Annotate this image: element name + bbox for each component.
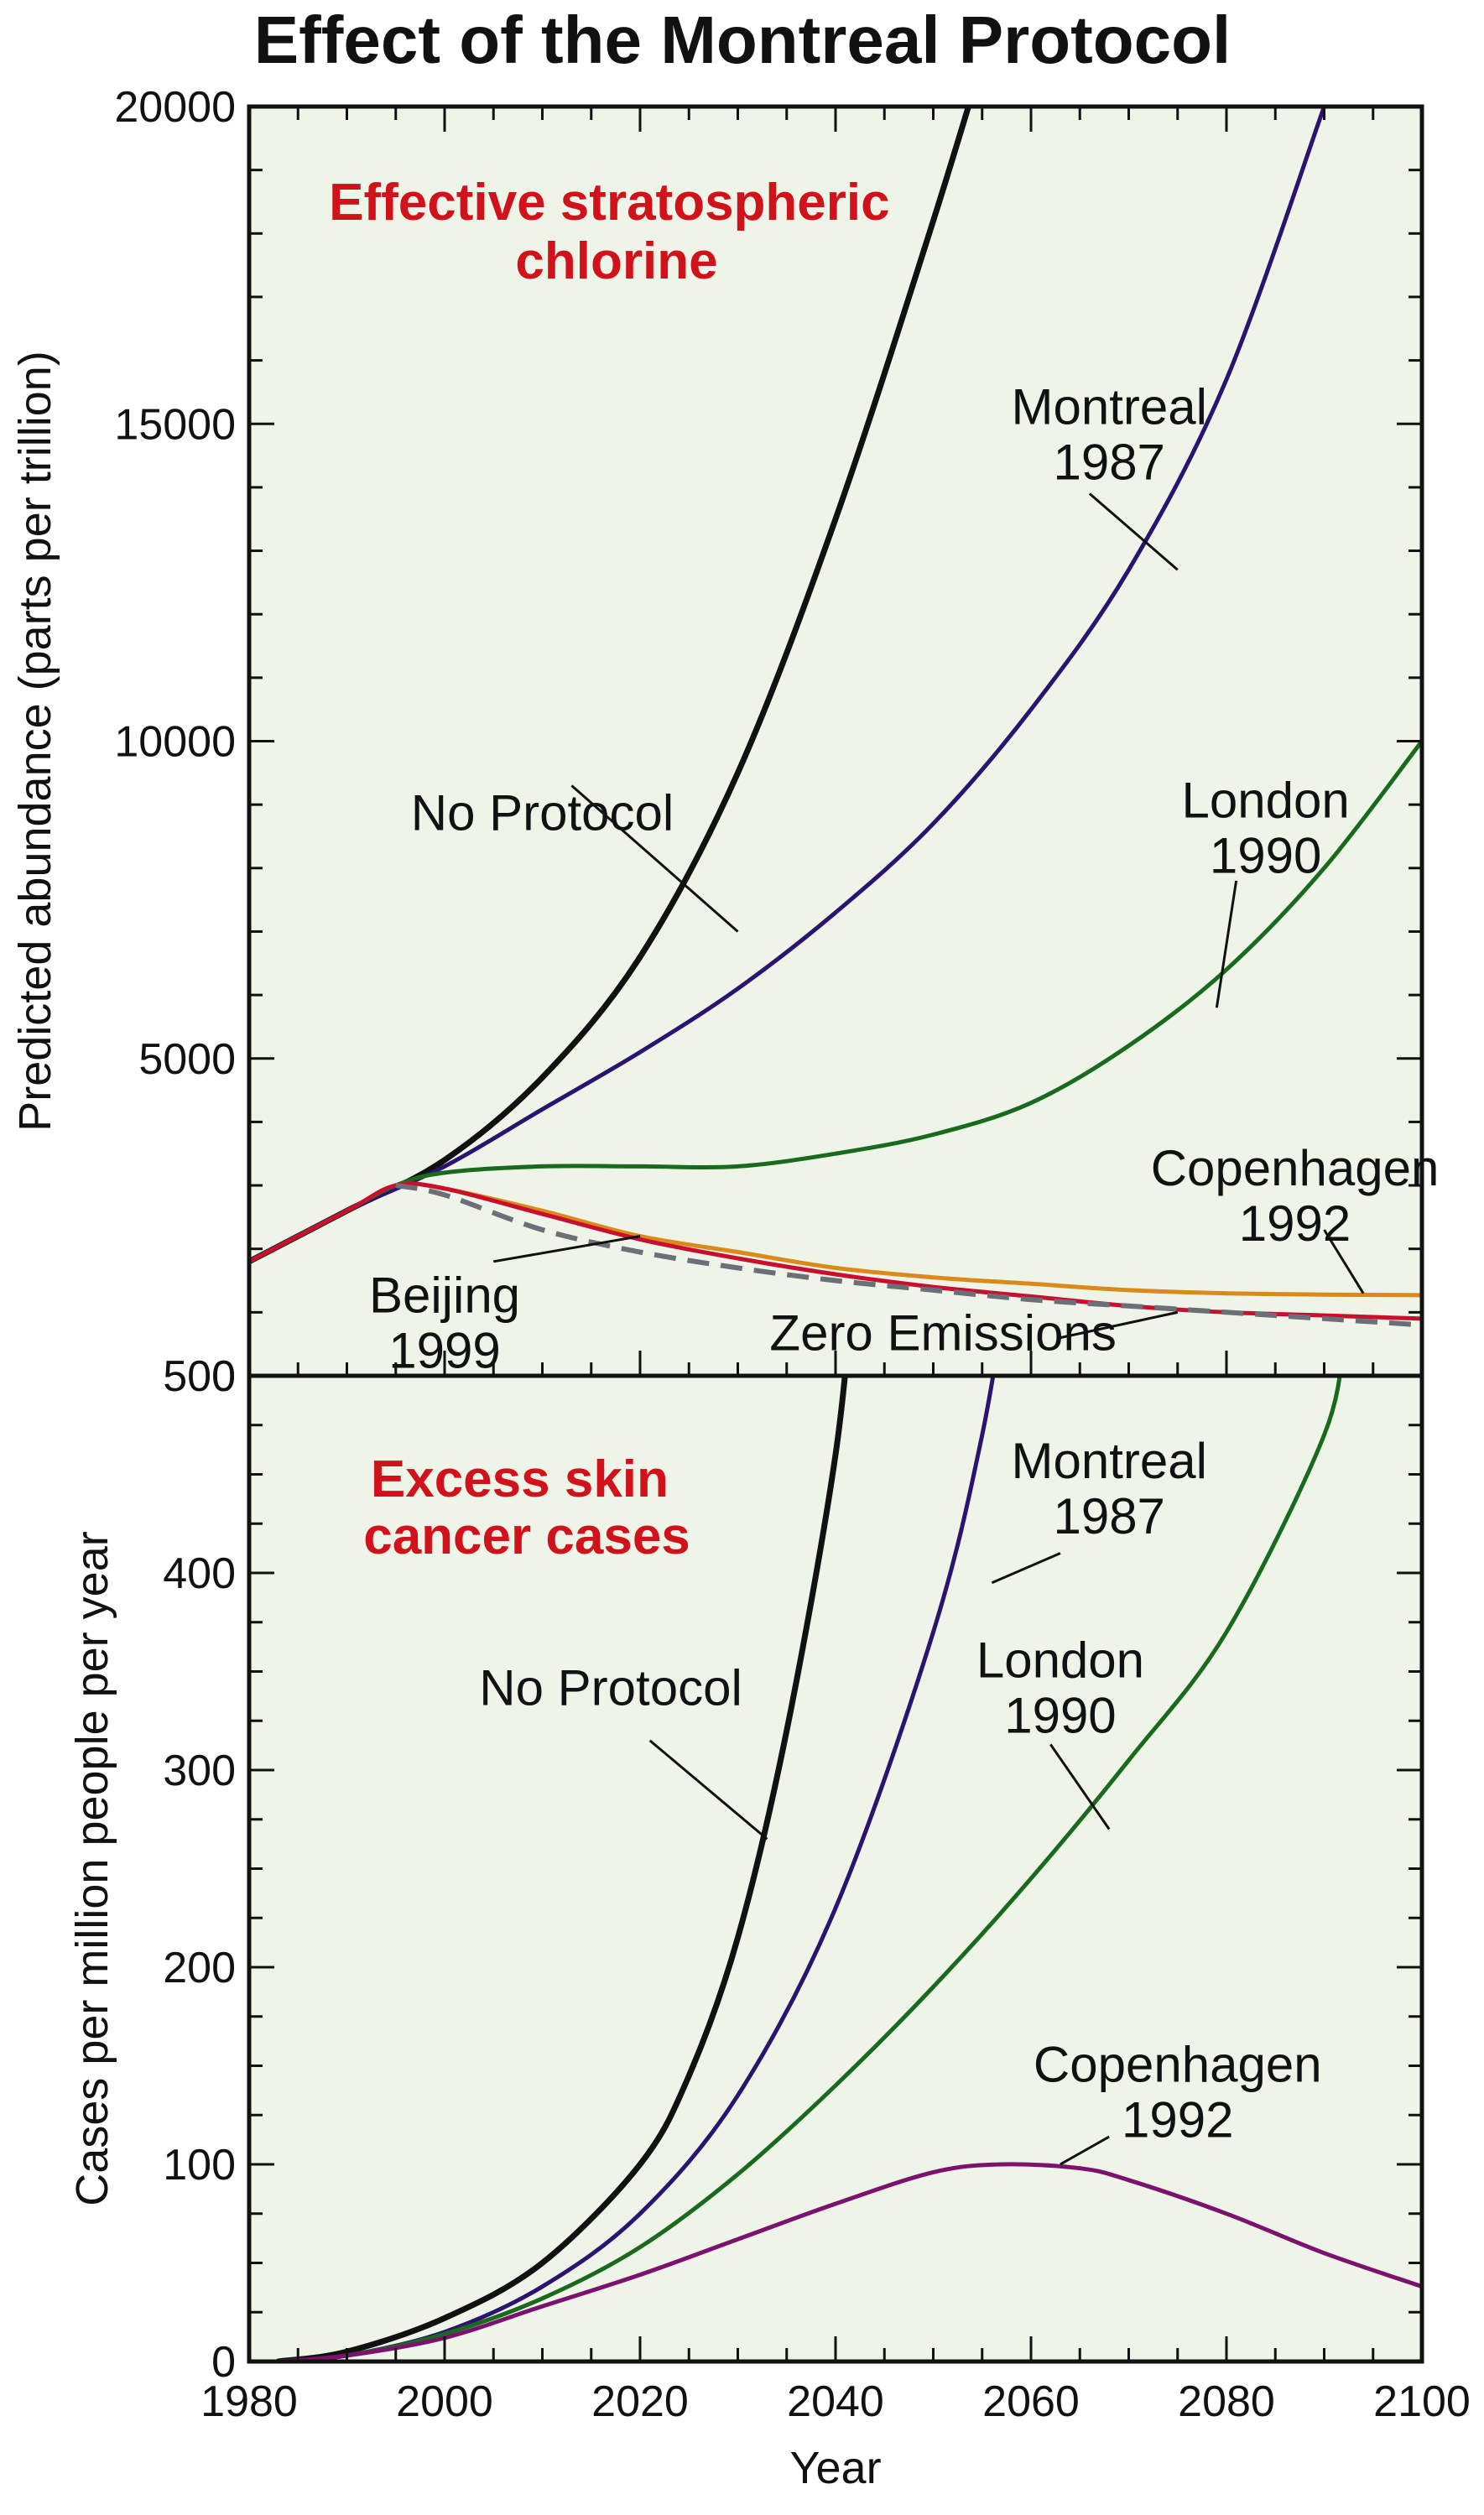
x-tick-label: 2060: [982, 2377, 1080, 2426]
skin-cancer-panel-title-line-1: Excess skin: [371, 1450, 669, 1508]
y-tick-label: 15000: [114, 400, 236, 449]
series-line-montreal: [249, 107, 1326, 1264]
series-label-line: 1990: [1210, 827, 1321, 883]
chlorine-panel: No Protocol Montreal 1987 London 1990 Copenha…: [10, 83, 1439, 1401]
series-label-no-protocol: No Protocol: [411, 784, 674, 841]
leader-line-london: [1049, 1743, 1111, 1830]
y-tick-label: 10000: [114, 718, 236, 767]
y-tick-label: 300: [163, 1747, 236, 1795]
series-label-line: 1987: [1053, 1488, 1164, 1544]
x-tick-label: 2000: [396, 2377, 493, 2426]
skin-cancer-panel-title-line-2: cancer cases: [363, 1507, 690, 1565]
series-label-line: London: [976, 1632, 1144, 1689]
series-label-no-protocol: No Protocol: [479, 1659, 742, 1716]
y-tick-label: 20000: [114, 83, 236, 132]
series-label-line: No Protocol: [479, 1659, 742, 1716]
skin-cancer-y-axis-label: Cases per million people per year: [67, 1531, 117, 2205]
series-line-no-protocol: [275, 1376, 848, 2361]
series-label-montreal: Montreal 1987: [1011, 1433, 1206, 1544]
leader-line-montreal: [1088, 492, 1179, 571]
series-line-copenhagen: [276, 2162, 1422, 2361]
series-line-london: [249, 739, 1422, 1264]
chlorine-y-axis: 0 5000 10000 15000 20000: [114, 83, 1424, 1401]
skin-cancer-panel: No Protocol Montreal 1987 London 1990 Copenha…: [67, 1352, 1471, 2493]
leader-line-no-protocol: [648, 1739, 768, 1841]
leader-line-copenhagen: [1323, 1229, 1365, 1294]
y-tick-label: 100: [163, 2141, 236, 2190]
series-label-line: Copenhagen: [1034, 2036, 1322, 2092]
series-label-line: London: [1181, 772, 1349, 828]
series-label-london: London 1990: [1181, 772, 1349, 883]
series-label-zero-emissions: Zero Emissions: [769, 1305, 1116, 1362]
series-label-line: No Protocol: [411, 784, 674, 841]
leader-line-copenhagen: [1060, 2135, 1110, 2166]
x-axis-label: Year: [789, 2443, 881, 2493]
figure-title: Effect of the Montreal Protocol: [254, 3, 1231, 77]
leader-line-zero-emissions: [1060, 1310, 1179, 1340]
x-tick-label: 2020: [591, 2377, 689, 2426]
y-tick-label: 200: [163, 1944, 236, 1992]
series-label-line: 1992: [1122, 2091, 1233, 2148]
skin-cancer-annotations: No Protocol Montreal 1987 London 1990 Copenha…: [479, 1433, 1322, 2166]
series-label-line: Montreal: [1011, 378, 1206, 435]
series-label-line: Montreal: [1011, 1433, 1206, 1489]
leader-line-montreal: [991, 1552, 1061, 1585]
series-label-line: 1990: [1004, 1688, 1116, 1744]
leader-line-beijing: [492, 1235, 641, 1263]
chlorine-series-group: [249, 107, 1422, 1328]
y-tick-label: 0: [211, 1352, 236, 1401]
chlorine-panel-title-line-1: Effective stratospheric: [329, 174, 889, 232]
x-axis: 1980 2000 2020 2040 2060 2080 2100: [200, 2336, 1471, 2426]
leader-line-no-protocol: [570, 784, 739, 933]
y-tick-label: 500: [163, 1352, 236, 1401]
series-label-montreal: Montreal 1987: [1011, 378, 1206, 490]
series-label-line: Copenhagen: [1151, 1140, 1440, 1196]
skin-cancer-panel-title: Excess skin cancer cases: [363, 1450, 690, 1565]
plot-frame: [247, 1373, 1424, 2364]
x-tick-label: 2040: [787, 2377, 884, 2426]
series-label-london: London 1990: [976, 1632, 1144, 1744]
chlorine-annotations: No Protocol Montreal 1987 London 1990 Copenha…: [369, 378, 1439, 1378]
y-tick-label: 400: [163, 1549, 236, 1598]
series-label-line: Zero Emissions: [769, 1305, 1116, 1362]
y-tick-label: 5000: [138, 1035, 236, 1084]
leader-line-london: [1215, 880, 1238, 1008]
series-label-line: Beijing: [369, 1267, 520, 1323]
series-label-copenhagen: Copenhagen 1992: [1151, 1140, 1440, 1252]
series-label-line: 1987: [1053, 434, 1164, 490]
chlorine-y-axis-label: Predicted abundance (parts per trillion): [10, 351, 60, 1132]
x-tick-label: 2100: [1373, 2377, 1471, 2426]
series-label-line: 1992: [1239, 1195, 1351, 1252]
skin-cancer-plot-area: [249, 1376, 1422, 2361]
chlorine-panel-title-line-2: chlorine: [515, 232, 717, 290]
chlorine-panel-title: Effective stratospheric chlorine: [329, 174, 904, 290]
series-label-copenhagen: Copenhagen 1992: [1034, 2036, 1322, 2148]
series-line-zero-emissions: [395, 1183, 1422, 1328]
series-line-london: [276, 1376, 1342, 2361]
y-tick-label: 0: [211, 2338, 236, 2387]
x-tick-label: 2080: [1178, 2377, 1275, 2426]
skin-cancer-series-group: [275, 1376, 1422, 2361]
x-tick-label: 1980: [200, 2377, 298, 2426]
